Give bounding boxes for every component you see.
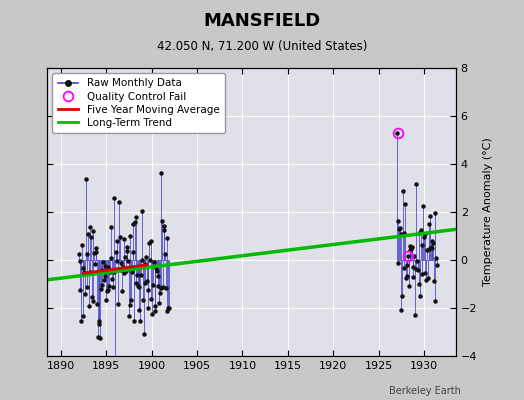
Text: MANSFIELD: MANSFIELD bbox=[203, 12, 321, 30]
Y-axis label: Temperature Anomaly (°C): Temperature Anomaly (°C) bbox=[483, 138, 493, 286]
Text: 42.050 N, 71.200 W (United States): 42.050 N, 71.200 W (United States) bbox=[157, 40, 367, 53]
Legend: Raw Monthly Data, Quality Control Fail, Five Year Moving Average, Long-Term Tren: Raw Monthly Data, Quality Control Fail, … bbox=[52, 73, 225, 133]
Text: Berkeley Earth: Berkeley Earth bbox=[389, 386, 461, 396]
